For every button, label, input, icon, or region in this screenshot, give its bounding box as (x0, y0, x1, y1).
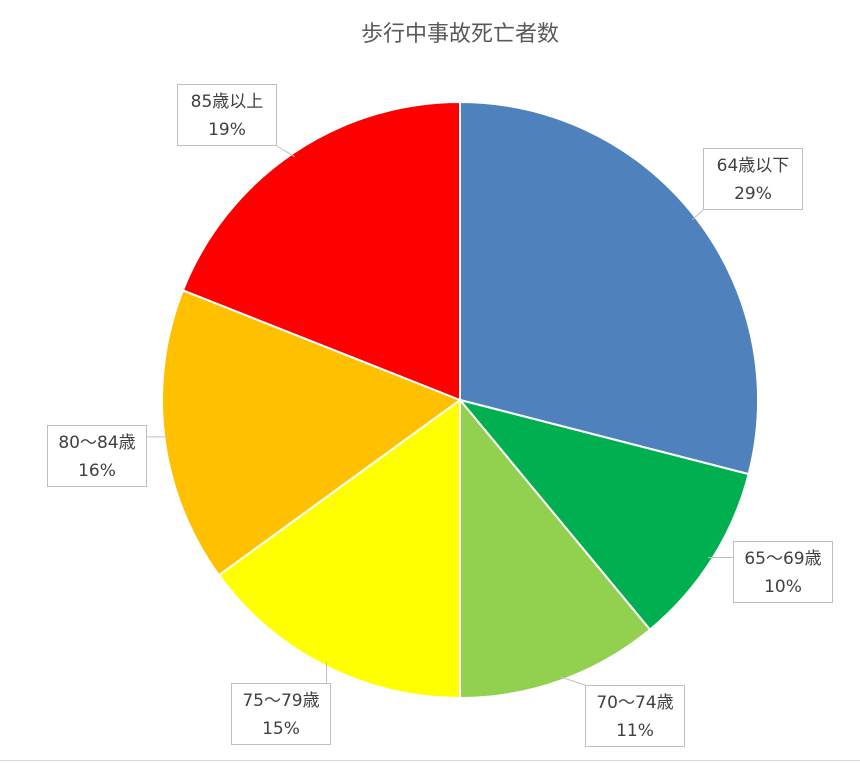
data-label-0: 64歳以下 29% (703, 148, 803, 210)
slice-name: 85歳以上 (190, 92, 264, 112)
slice-name: 75～79歳 (242, 691, 320, 711)
pie-slice-1 (457, 398, 750, 632)
data-label-4: 80～84歳 16% (47, 425, 147, 487)
slice-name: 70～74歳 (596, 693, 674, 713)
slice-percent: 29% (734, 184, 772, 204)
chart-title: 歩行中事故死亡者数 (360, 22, 559, 47)
slice-percent: 15% (262, 719, 300, 739)
slice-name: 80～84歳 (58, 433, 136, 453)
slice-percent: 11% (616, 721, 654, 741)
data-label-5: 85歳以上 19% (177, 84, 277, 146)
data-label-2: 70～74歳 11% (585, 685, 685, 747)
data-label-1: 65～69歳 10% (733, 541, 833, 603)
pie-slice-3 (217, 398, 461, 700)
data-label-3: 75～79歳 15% (231, 683, 331, 745)
slice-name: 64歳以下 (716, 156, 790, 176)
slice-name: 65～69歳 (744, 549, 822, 569)
slice-percent: 19% (208, 120, 246, 140)
leader-line-5 (276, 145, 296, 158)
pie-slice-2 (459, 397, 652, 700)
leader-line-2 (559, 676, 586, 686)
divider (0, 760, 860, 761)
leader-line-0 (691, 209, 704, 221)
slice-percent: 16% (78, 461, 116, 481)
pie-slice-5 (181, 100, 461, 402)
slice-percent: 10% (764, 577, 802, 597)
